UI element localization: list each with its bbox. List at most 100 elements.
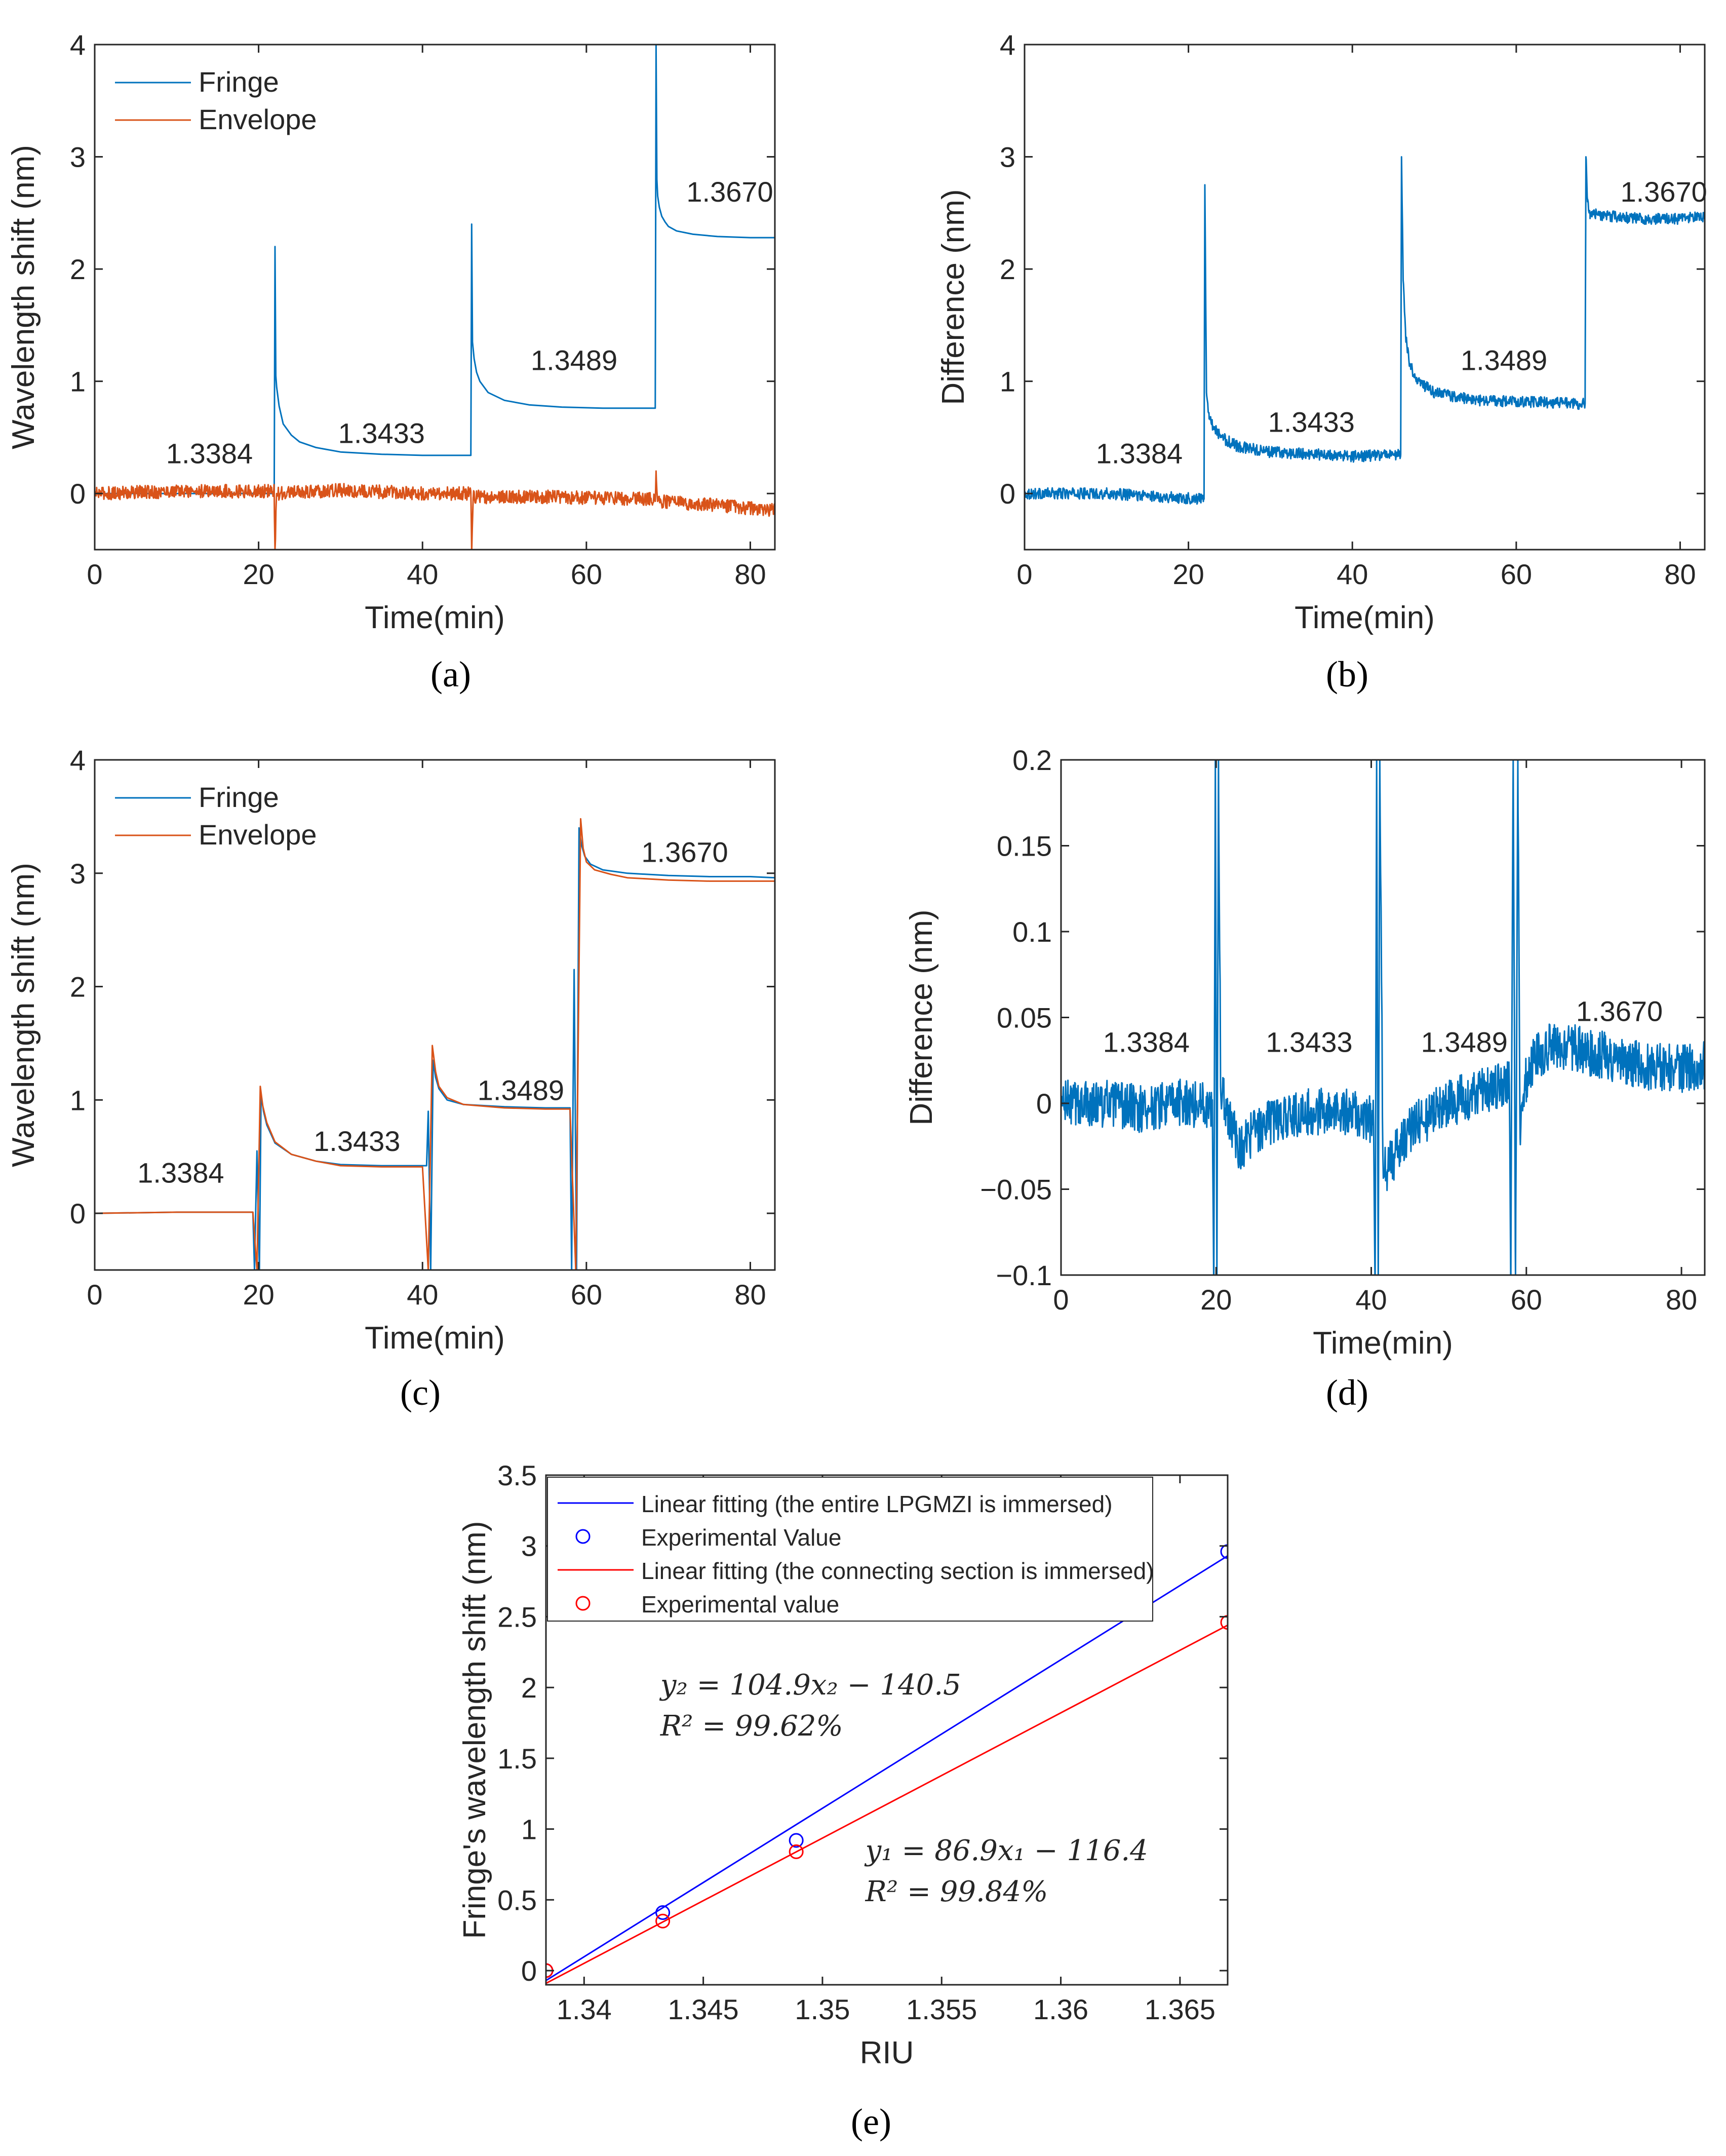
y-tick-label: 0 [1000,478,1015,510]
annotation-label: 1.3489 [531,344,617,376]
caption-letter: d [1338,1372,1356,1413]
caption-letter: c [412,1372,428,1413]
plot-area [95,45,775,550]
x-tick-label: 60 [571,1279,602,1311]
x-tick-label: 40 [407,1279,438,1311]
chart-panel-a: 0 20 40 60 80 0 1 2 3 4 Time(min) Wavelength shift … [6,29,776,635]
legend: Linear fitting (the entire LPGMZI is imm… [547,1477,1154,1622]
caption-open-paren: ( [430,654,443,695]
y-axis-label: Difference (nm) [904,909,939,1125]
annotation-label: 1.3433 [1268,406,1355,438]
annotation-label: 1.3384 [137,1157,224,1189]
y-tick-label: 1 [70,366,86,398]
x-axis-label: Time(min) [1294,600,1435,635]
series-experimental-value-point [789,1844,804,1859]
x-tick-label: 0 [1016,558,1032,590]
chart-panel-d: 0 20 40 60 80 −0.1 −0.05 0 0.05 0.1 0.15 0.2 Time(mi… [904,744,1706,1361]
y-tick-label: 0.05 [997,1002,1052,1034]
plot-area [1025,156,1705,505]
series-envelope-line [95,470,775,550]
y-tick-label: 1 [1000,366,1015,398]
chart-panel-b: 0 20 40 60 80 0 1 2 3 4 Time(min) Difference (nm) 1.… [936,29,1707,635]
x-tick-label: 0 [1053,1284,1069,1316]
panel-caption: (d) [1326,1372,1368,1413]
caption-open-paren: ( [851,2101,863,2142]
series-linear-fitting-the-connecting-section-is-immersed-line [546,1624,1228,1984]
x-tick-label: 20 [243,558,274,590]
y-axis-label: Wavelength shift (nm) [6,145,41,449]
annotation-label: 1.3489 [1421,1026,1508,1058]
legend: Fringe Envelope [115,781,317,851]
chart-panel-c: 0 20 40 60 80 0 1 2 3 4 Time(min) Wavelength shift … [6,744,776,1356]
equation-label: y₂ = 104.9x₂ − 140.5 [659,1669,961,1702]
equation-label: y₁ = 86.9x₁ − 116.4 [864,1834,1148,1867]
series-envelope-line [95,818,775,1270]
y-tick-label: 0 [521,1955,537,1987]
series-difference-line [1061,760,1705,1275]
legend-label: Envelope [199,103,317,135]
annotation-label: 1.3433 [338,417,425,449]
x-tick-label: 1.355 [906,1993,977,2025]
y-tick-label: 1 [521,1814,537,1845]
caption-open-paren: ( [400,1372,412,1413]
x-tick-label: 40 [1355,1284,1387,1316]
axes-box [94,759,776,1271]
plot-area [1061,760,1705,1275]
y-axis-label: Difference (nm) [936,189,971,405]
y-tick-label: 3 [521,1530,537,1562]
caption-letter: a [443,654,459,695]
y-tick-label: 2 [70,253,86,285]
x-axis-label: RIU [860,2035,914,2070]
caption-close-paren: ) [428,1372,441,1413]
annotation-label: 1.3433 [1266,1026,1352,1058]
y-tick-label: 2.5 [497,1601,537,1633]
y-tick-label: 0 [1036,1088,1052,1120]
x-tick-label: 60 [1501,558,1532,590]
axes-box [94,44,776,551]
y-tick-label: −0.1 [996,1259,1052,1291]
caption-letter: b [1338,654,1356,695]
x-tick-label: 40 [1337,558,1368,590]
annotation-label: 1.3384 [1103,1026,1190,1058]
y-tick-label: 0 [70,478,86,510]
y-tick-label: 0.5 [497,1884,537,1916]
series-experimental-value-point [1220,1615,1228,1630]
x-axis-label: Time(min) [365,1321,505,1356]
x-axis-label: Time(min) [1313,1326,1453,1361]
y-tick-label: 3.5 [497,1459,537,1491]
y-tick-label: −0.05 [980,1174,1052,1206]
annotation-label: 1.3489 [478,1074,564,1106]
x-tick-label: 1.34 [557,1993,612,2025]
y-tick-label: 2 [1000,253,1015,285]
axes-box [545,1474,1229,1986]
x-tick-label: 0 [87,1279,102,1311]
y-tick-label: 3 [70,858,86,890]
y-tick-label: 4 [70,744,86,776]
x-tick-label: 1.35 [795,1993,850,2025]
x-tick-label: 80 [734,1279,766,1311]
x-tick-label: 80 [734,558,766,590]
equation-label: R² = 99.62% [660,1710,843,1743]
caption-close-paren: ) [1356,1372,1368,1413]
y-tick-label: 2 [521,1672,537,1704]
series-fringe-line [95,45,775,494]
x-tick-label: 20 [1200,1284,1232,1316]
axes-box [1024,44,1706,551]
annotation-label: 1.3670 [1620,176,1707,208]
x-tick-label: 60 [571,558,602,590]
annotation-label: 1.3670 [686,176,773,208]
annotation-label: 1.3670 [641,836,728,868]
panel-caption: (b) [1326,654,1368,695]
caption-close-paren: ) [879,2101,891,2142]
legend-label: Experimental value [641,1591,839,1618]
y-tick-label: 4 [1000,29,1015,61]
chart-panel-e: 1.34 1.345 1.35 1.355 1.36 1.365 0 0.5 1 1.5 2 2.5 3… [457,1459,1229,2070]
y-tick-label: 1.5 [497,1743,537,1775]
x-tick-label: 60 [1511,1284,1542,1316]
series-fringe-line [95,827,775,1270]
series-experimental-value-point [655,1913,671,1929]
y-tick-label: 0.1 [1012,916,1052,948]
y-tick-label: 0.15 [997,830,1052,862]
annotation-label: 1.3384 [166,437,253,469]
